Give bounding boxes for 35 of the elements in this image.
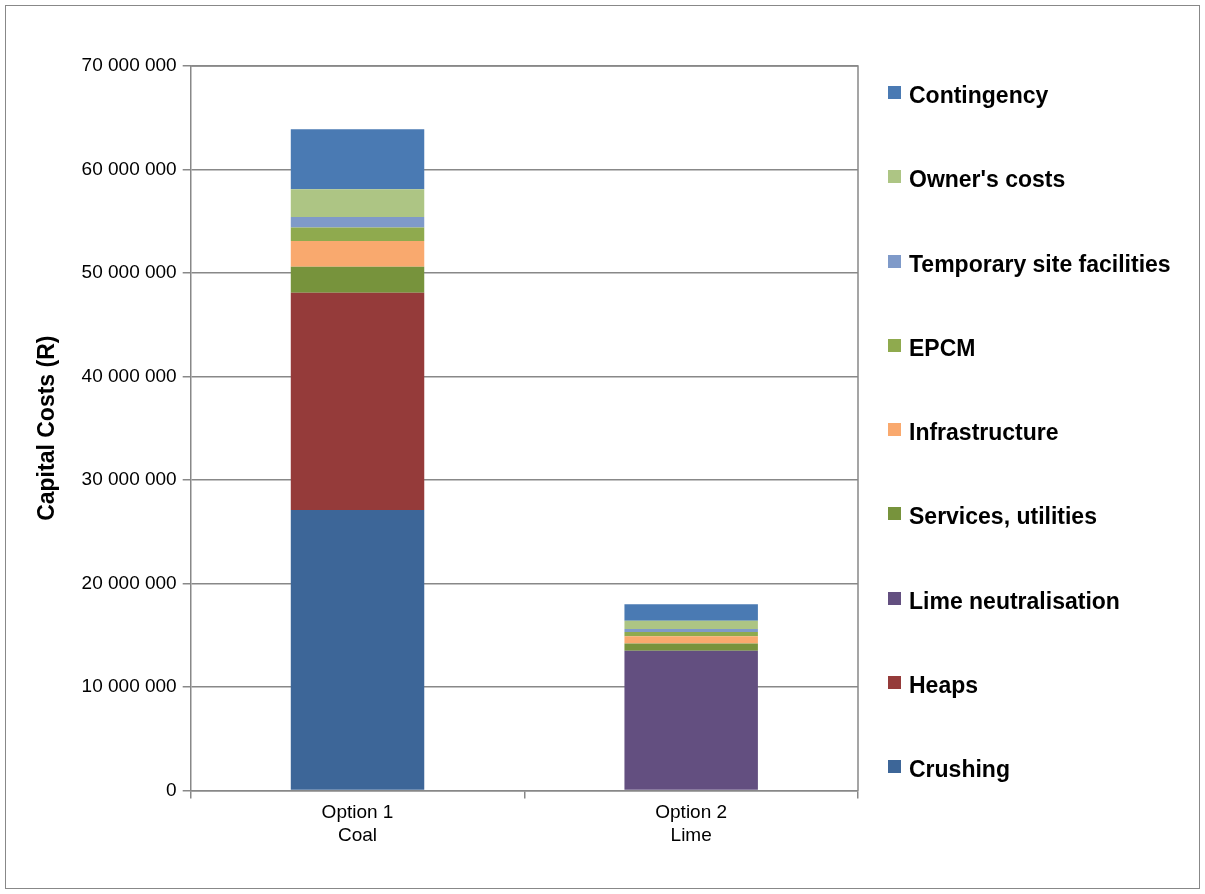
y-tick-label: 0 <box>166 778 177 800</box>
bar <box>624 628 758 633</box>
y-tick-label: 30 000 000 <box>81 468 177 490</box>
y-tick-label: 60 000 000 <box>81 157 177 179</box>
legend-label: Contingency <box>909 81 1049 110</box>
y-tick-label: 40 000 000 <box>81 364 177 386</box>
legend-label: Services, utilities <box>909 502 1097 532</box>
bar <box>290 189 425 218</box>
y-tick-label: 70 000 000 <box>81 54 177 76</box>
bar <box>624 643 758 651</box>
y-tick-label: 20 000 000 <box>81 571 177 593</box>
y-tick-label: 10 000 000 <box>81 675 177 697</box>
bar <box>624 604 758 621</box>
legend-label: Infrastructure <box>909 418 1059 447</box>
bar <box>290 227 425 241</box>
legend-label: Owner's costs <box>909 165 1066 195</box>
bar <box>290 266 425 293</box>
bar <box>290 129 425 190</box>
x-tick-label: Option 1 Coal <box>321 801 394 845</box>
bar <box>624 620 758 629</box>
bar <box>290 217 425 228</box>
x-tick-label: Option 2 Lime <box>655 801 728 845</box>
legend-label: Lime neutralisation <box>909 586 1120 616</box>
bar <box>290 240 425 267</box>
bar <box>624 632 758 637</box>
legend-label: Temporary site facilities <box>909 249 1171 279</box>
bar <box>290 292 425 510</box>
bar <box>624 650 758 790</box>
legend-label: EPCM <box>909 333 976 363</box>
y-tick-label: 50 000 000 <box>81 261 177 283</box>
legend-label: Heaps <box>909 670 979 700</box>
bar <box>290 509 425 790</box>
y-axis-title: Capital Costs (R) <box>33 335 60 521</box>
bar <box>624 636 758 644</box>
legend-label: Crushing <box>909 755 1010 784</box>
